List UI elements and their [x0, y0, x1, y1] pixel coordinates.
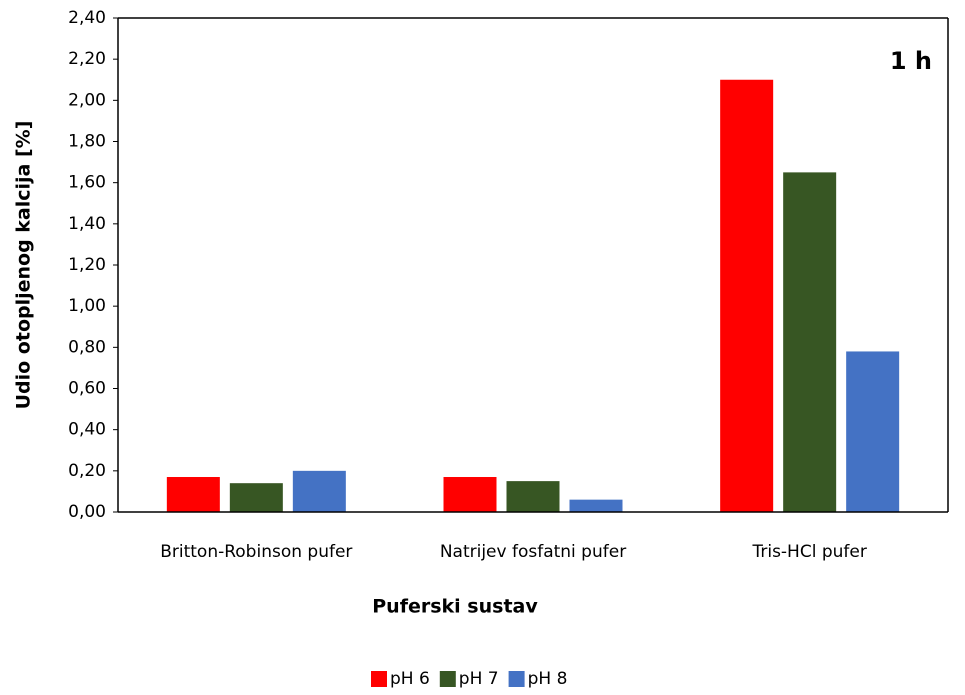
legend-swatch	[508, 671, 525, 687]
y-tick-label: 0,80	[68, 337, 106, 357]
x-axis-label: Puferski sustav	[372, 596, 538, 618]
y-axis-label: Udio otopljenog kalcija [%]	[13, 121, 35, 410]
bar	[783, 172, 837, 512]
y-tick-label: 1,60	[68, 173, 106, 193]
y-tick-label: 0,60	[68, 379, 106, 399]
x-tick-label: Tris-HCl pufer	[751, 542, 866, 562]
y-tick-label: 1,80	[68, 132, 106, 152]
bar	[292, 470, 346, 512]
y-tick-label: 1,20	[68, 255, 106, 275]
y-tick-label: 1,00	[68, 296, 106, 316]
y-tick-label: 0,00	[68, 502, 106, 522]
x-tick-label: Britton-Robinson pufer	[160, 542, 352, 562]
y-tick-label: 1,40	[68, 214, 106, 234]
bar	[720, 79, 774, 512]
legend-label: pH 7	[459, 669, 499, 689]
bar	[166, 477, 220, 512]
annotation: 1 h	[890, 47, 932, 75]
bar	[506, 481, 560, 512]
legend-label: pH 8	[528, 669, 568, 689]
y-tick-label: 2,00	[68, 90, 106, 110]
bar	[443, 477, 497, 512]
x-tick-label: Natrijev fosfatni pufer	[440, 542, 626, 562]
legend-swatch	[371, 671, 387, 687]
y-tick-label: 2,20	[68, 49, 106, 69]
bar	[846, 351, 900, 512]
legend-label: pH 6	[390, 669, 430, 689]
legend-swatch	[439, 671, 456, 687]
y-tick-label: 0,40	[68, 420, 106, 440]
y-tick-label: 0,20	[68, 461, 106, 481]
y-tick-label: 2,40	[68, 8, 106, 28]
bar	[569, 499, 623, 512]
bar	[229, 483, 283, 512]
